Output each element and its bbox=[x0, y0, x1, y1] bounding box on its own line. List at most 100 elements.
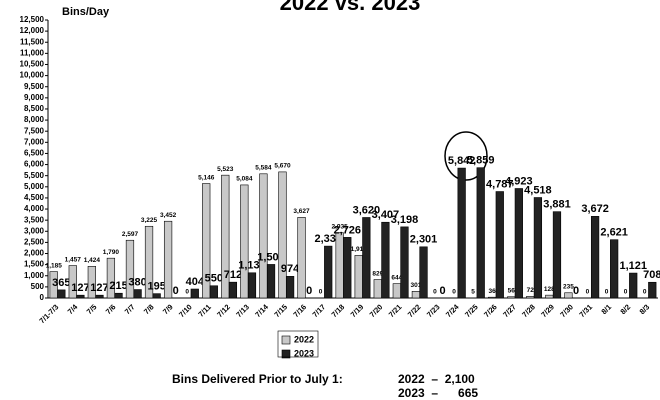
value-label: 3,452 bbox=[160, 212, 177, 219]
value-label: 5,523 bbox=[217, 166, 234, 173]
footnote-line: 2023 – 665 bbox=[398, 386, 478, 400]
y-tick-label: 1,500 bbox=[24, 260, 45, 269]
bar bbox=[335, 232, 344, 299]
value-label: 0 bbox=[185, 289, 189, 296]
y-tick-label: 9,500 bbox=[24, 82, 45, 91]
value-label: 3,881 bbox=[543, 199, 571, 211]
y-tick-label: 3,500 bbox=[24, 215, 45, 224]
value-label: 1,457 bbox=[65, 256, 82, 263]
bar bbox=[202, 183, 211, 299]
bar bbox=[278, 171, 287, 299]
footnote-label: Bins Delivered Prior to July 1: bbox=[172, 372, 343, 386]
value-label: 3,627 bbox=[293, 208, 310, 215]
value-label: 1,121 bbox=[619, 260, 647, 272]
y-tick-label: 2,000 bbox=[24, 249, 45, 258]
bar bbox=[354, 255, 363, 299]
value-label: 0 bbox=[433, 289, 437, 296]
bar bbox=[411, 291, 421, 299]
value-label: 550 bbox=[205, 273, 223, 285]
value-label: 215 bbox=[109, 280, 127, 292]
x-tick-label: 7/14 bbox=[253, 302, 270, 319]
y-tick-label: 12,500 bbox=[20, 15, 45, 24]
bar bbox=[49, 271, 58, 299]
y-tick-label: 3,000 bbox=[24, 226, 45, 235]
bar bbox=[373, 279, 382, 299]
bar bbox=[68, 265, 77, 299]
value-label: 0 bbox=[643, 289, 647, 296]
value-label: 644 bbox=[391, 274, 402, 281]
x-tick-label: 7/10 bbox=[177, 302, 194, 319]
bar bbox=[125, 239, 135, 299]
value-label: 127 bbox=[90, 282, 108, 294]
bar bbox=[57, 289, 66, 299]
value-label: 1,916 bbox=[351, 246, 368, 253]
x-tick-label: 7/31 bbox=[577, 302, 594, 319]
value-label: 2,726 bbox=[334, 224, 362, 236]
bar bbox=[400, 226, 409, 299]
x-tick-label: 7/5 bbox=[85, 302, 99, 316]
y-tick-label: 11,500 bbox=[20, 37, 45, 46]
bar bbox=[152, 293, 161, 299]
x-tick-label: 7/24 bbox=[444, 302, 461, 319]
value-label: 0 bbox=[586, 289, 590, 296]
x-tick-label: 8/1 bbox=[599, 302, 613, 316]
x-tick-label: 7/25 bbox=[463, 302, 480, 319]
bar bbox=[87, 266, 96, 299]
y-tick-label: 7,000 bbox=[24, 137, 45, 146]
y-tick-label: 500 bbox=[31, 282, 45, 291]
value-label: 0 bbox=[306, 285, 312, 297]
y-tick-label: 12,000 bbox=[20, 26, 45, 35]
value-label: 0 bbox=[573, 285, 579, 297]
value-label: 72 bbox=[527, 287, 535, 294]
value-label: 3,198 bbox=[391, 214, 419, 226]
value-label: 2,333 bbox=[314, 233, 342, 245]
value-label: 4,923 bbox=[505, 175, 533, 187]
bar bbox=[285, 276, 295, 299]
y-tick-label: 1,000 bbox=[24, 271, 45, 280]
x-tick-label: 8/3 bbox=[638, 302, 652, 316]
value-label: 4,787 bbox=[486, 178, 514, 190]
y-tick-label: 4,500 bbox=[24, 193, 45, 202]
value-label: 3,225 bbox=[141, 217, 158, 224]
bar bbox=[190, 288, 199, 299]
bar bbox=[240, 184, 249, 299]
value-label: 235 bbox=[563, 283, 574, 290]
value-label: 2,301 bbox=[410, 234, 438, 246]
x-tick-label: 7/19 bbox=[349, 302, 366, 319]
legend-label: 2023 bbox=[294, 348, 314, 358]
value-label: 0 bbox=[605, 289, 609, 296]
value-label: 36 bbox=[489, 288, 497, 295]
value-label: 127 bbox=[71, 282, 89, 294]
y-tick-label: 0 bbox=[40, 293, 45, 302]
x-tick-label: 7/28 bbox=[520, 302, 537, 319]
value-label: 1,185 bbox=[46, 262, 63, 269]
value-label: 974 bbox=[281, 263, 300, 275]
y-tick-label: 6,500 bbox=[24, 149, 45, 158]
bar bbox=[552, 211, 562, 299]
bar bbox=[629, 272, 638, 299]
bar bbox=[495, 191, 504, 299]
x-tick-label: 7/1-7/3 bbox=[37, 302, 60, 325]
x-tick-label: 7/18 bbox=[330, 302, 347, 319]
value-label: 0 bbox=[624, 289, 628, 296]
bar bbox=[324, 245, 333, 299]
value-label: 0 bbox=[452, 289, 456, 296]
value-label: 5,146 bbox=[198, 174, 215, 181]
bar bbox=[259, 173, 268, 299]
value-label: 1,790 bbox=[103, 249, 120, 256]
bar bbox=[209, 285, 218, 299]
bar bbox=[95, 294, 104, 299]
value-label: 1,509 bbox=[257, 251, 285, 263]
value-label: 404 bbox=[186, 276, 205, 288]
y-tick-label: 5,000 bbox=[24, 182, 45, 191]
bar bbox=[590, 216, 600, 299]
value-label: 0 bbox=[319, 289, 323, 296]
value-label: 2,935 bbox=[332, 223, 349, 230]
bar bbox=[144, 225, 154, 299]
value-label: 5,584 bbox=[255, 165, 272, 172]
highlight-circle bbox=[444, 131, 488, 181]
y-tick-label: 6,000 bbox=[24, 160, 45, 169]
value-label: 380 bbox=[128, 276, 146, 288]
value-label: 829 bbox=[372, 270, 383, 277]
x-tick-label: 7/29 bbox=[539, 302, 556, 319]
